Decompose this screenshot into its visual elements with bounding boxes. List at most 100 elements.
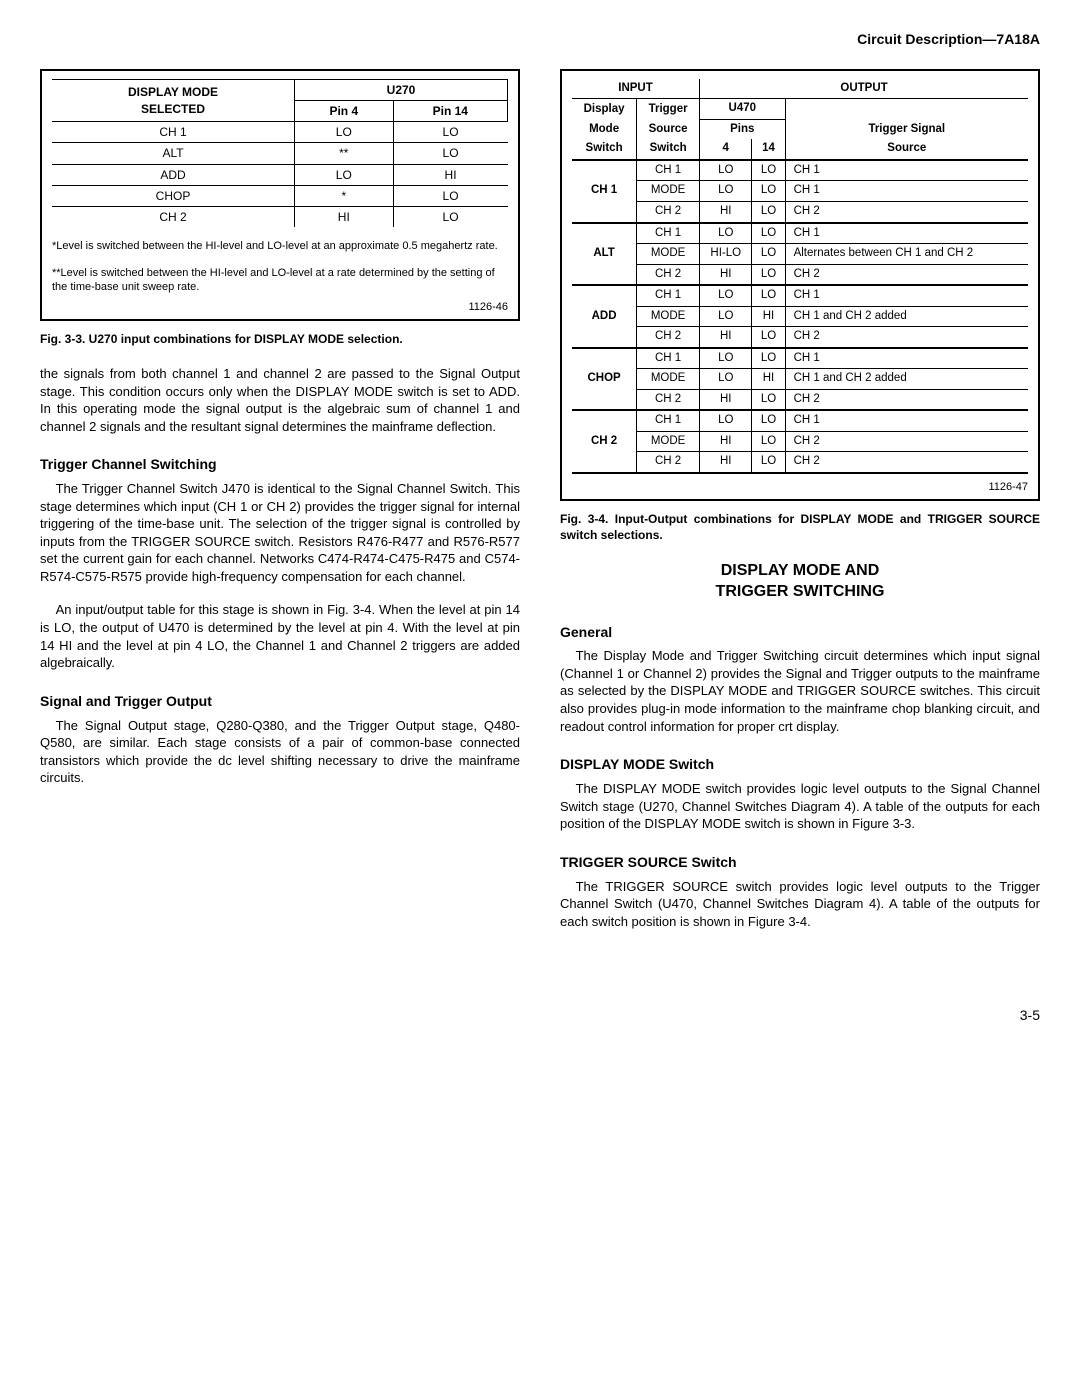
t2-pin4: HI-LO [700, 244, 752, 265]
t2-h-tss1: Trigger [637, 99, 700, 120]
heading-trigger-channel-switching: Trigger Channel Switching [40, 455, 520, 474]
t2-mode: CHOP [572, 348, 637, 411]
t1-caption: Fig. 3-3. U270 input combinations for DI… [40, 331, 520, 347]
table-row: CH 1LOLO [52, 122, 508, 143]
table-row: ALT**LO [52, 143, 508, 164]
t2-h-sig1: Trigger Signal [785, 119, 1028, 139]
t1-pin4: ** [295, 143, 394, 164]
table-row: CH 2HILOCH 2 [572, 389, 1028, 410]
table-row: CHOPCH 1LOLOCH 1 [572, 348, 1028, 369]
t2-pin4: HI [700, 264, 752, 285]
t2-output: CH 1 [785, 160, 1028, 181]
para-tss: The TRIGGER SOURCE switch provides logic… [560, 878, 1040, 931]
t2-mode: ALT [572, 223, 637, 286]
t2-h-p4: 4 [700, 139, 752, 160]
section-heading-l1: DISPLAY MODE AND [721, 562, 880, 579]
t2-trigger-source: CH 1 [637, 410, 700, 431]
t1-h-u270: U270 [295, 79, 508, 100]
t2-figno: 1126-47 [572, 480, 1028, 495]
t2-pin14: LO [752, 181, 785, 202]
t1-pin14: LO [393, 185, 507, 206]
t2-trigger-source: CH 1 [637, 160, 700, 181]
t2-pin14: LO [752, 431, 785, 452]
t1-mode: CH 1 [52, 122, 295, 143]
t2-output: CH 2 [785, 389, 1028, 410]
t2-trigger-source: MODE [637, 181, 700, 202]
t2-pin14: LO [752, 223, 785, 244]
table-row: MODELOHICH 1 and CH 2 added [572, 306, 1028, 327]
t2-caption: Fig. 3-4. Input-Output combinations for … [560, 511, 1040, 543]
t2-h-dms1: Display [572, 99, 637, 120]
t2-trigger-source: CH 2 [637, 201, 700, 222]
t2-trigger-source: MODE [637, 306, 700, 327]
t2-pin14: HI [752, 369, 785, 390]
section-heading: DISPLAY MODE AND TRIGGER SWITCHING [560, 561, 1040, 603]
t1-pin4: * [295, 185, 394, 206]
table-row: ADDCH 1LOLOCH 1 [572, 285, 1028, 306]
t2-pin14: LO [752, 264, 785, 285]
t2-trigger-source: CH 1 [637, 223, 700, 244]
table-1-box: DISPLAY MODE SELECTED U270 Pin 4 Pin 14 … [40, 69, 520, 321]
t2-trigger-source: MODE [637, 369, 700, 390]
heading-trigger-source-switch: TRIGGER SOURCE Switch [560, 853, 1040, 872]
t1-pin14: LO [393, 143, 507, 164]
t2-pin14: LO [752, 452, 785, 473]
t2-pin4: LO [700, 306, 752, 327]
table-row: CH 2CH 1LOLOCH 1 [572, 410, 1028, 431]
t2-pin4: LO [700, 285, 752, 306]
table-row: MODEHILOCH 2 [572, 431, 1028, 452]
table-row: MODELOLOCH 1 [572, 181, 1028, 202]
t2-pin14: LO [752, 348, 785, 369]
table-2-box: INPUT OUTPUT Display Trigger U470 Mode S… [560, 69, 1040, 501]
t1-h-pin14: Pin 14 [393, 101, 507, 122]
t1-mode: CH 2 [52, 207, 295, 228]
t2-h-pins: Pins [700, 119, 786, 139]
page-columns: DISPLAY MODE SELECTED U270 Pin 4 Pin 14 … [40, 69, 1040, 946]
heading-signal-trigger-output: Signal and Trigger Output [40, 692, 520, 711]
page-number: 3-5 [40, 1006, 1040, 1025]
t2-pin4: LO [700, 348, 752, 369]
section-heading-l2: TRIGGER SWITCHING [716, 583, 885, 600]
t2-pin4: HI [700, 452, 752, 473]
t2-h-dms3: Switch [572, 139, 637, 160]
t1-h-mode1: DISPLAY MODE [128, 85, 218, 99]
t2-pin4: LO [700, 160, 752, 181]
t2-pin4: HI [700, 201, 752, 222]
t1-h-pin4: Pin 4 [295, 101, 394, 122]
t2-pin14: LO [752, 160, 785, 181]
t2-trigger-source: CH 2 [637, 264, 700, 285]
t2-mode: ADD [572, 285, 637, 348]
t2-output: CH 1 [785, 181, 1028, 202]
t1-mode: ADD [52, 164, 295, 185]
t2-h-input: INPUT [572, 79, 700, 99]
t2-h-output: OUTPUT [700, 79, 1028, 99]
table-row: CHOP*LO [52, 185, 508, 206]
para-tcs-1: The Trigger Channel Switch J470 is ident… [40, 480, 520, 585]
table-1: DISPLAY MODE SELECTED U270 Pin 4 Pin 14 … [52, 79, 508, 227]
t2-output: CH 2 [785, 201, 1028, 222]
t2-h-tss3: Switch [637, 139, 700, 160]
table-row: CH 2HILO [52, 207, 508, 228]
t2-output: CH 2 [785, 452, 1028, 473]
t2-pin4: LO [700, 369, 752, 390]
t2-pin14: LO [752, 410, 785, 431]
t1-mode: CHOP [52, 185, 295, 206]
table-row: ADDLOHI [52, 164, 508, 185]
t1-pin4: HI [295, 207, 394, 228]
t2-mode: CH 2 [572, 410, 637, 473]
t2-h-sig2: Source [785, 139, 1028, 160]
t2-pin14: LO [752, 327, 785, 348]
t2-trigger-source: CH 1 [637, 348, 700, 369]
t2-h-dms2: Mode [572, 119, 637, 139]
t1-pin14: HI [393, 164, 507, 185]
table-row: ALTCH 1LOLOCH 1 [572, 223, 1028, 244]
t2-pin4: LO [700, 223, 752, 244]
t2-trigger-source: MODE [637, 431, 700, 452]
right-column: INPUT OUTPUT Display Trigger U470 Mode S… [560, 69, 1040, 946]
t2-output: CH 1 [785, 223, 1028, 244]
t2-output: CH 1 and CH 2 added [785, 369, 1028, 390]
t2-h-tss2: Source [637, 119, 700, 139]
t2-output: CH 2 [785, 327, 1028, 348]
t2-output: CH 1 [785, 348, 1028, 369]
t1-pin14: LO [393, 207, 507, 228]
